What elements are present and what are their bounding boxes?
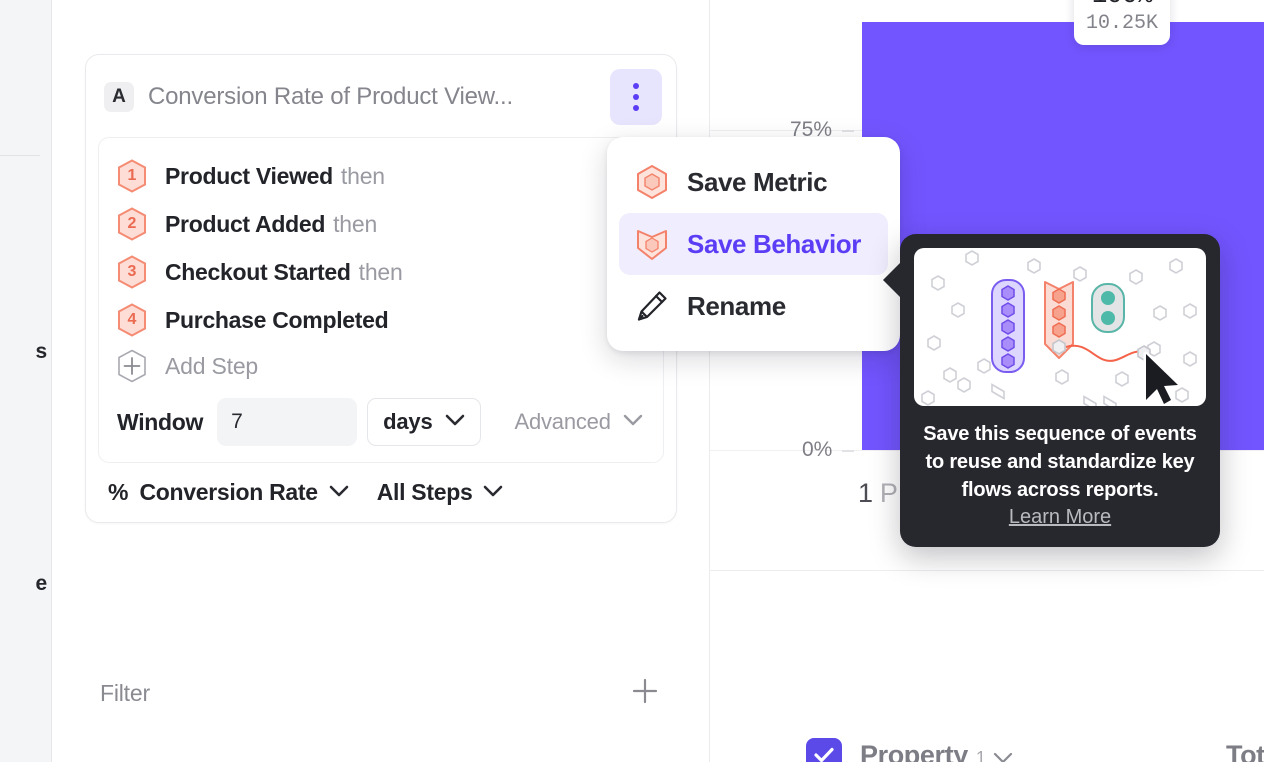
- step-number-label: 4: [127, 311, 137, 328]
- window-value-input[interactable]: [217, 398, 358, 446]
- advanced-label: Advanced: [514, 409, 611, 434]
- sidebar-text-fragment-bottom: e: [35, 572, 48, 595]
- metric-card: A Conversion Rate of Product View... 1: [85, 54, 677, 523]
- cursor-icon: [1143, 351, 1181, 406]
- chevron-down-icon: [445, 413, 465, 431]
- funnel-step-row[interactable]: 2 Product Added then: [99, 200, 663, 248]
- shield-behavior-icon: [635, 227, 669, 261]
- step-number-label: 3: [127, 263, 137, 280]
- add-step-label: Add Step: [165, 352, 259, 379]
- legend-label-group[interactable]: Property 1: [860, 740, 1013, 762]
- more-vertical-icon-dot: [633, 94, 639, 100]
- menu-item-rename[interactable]: Rename: [619, 275, 888, 337]
- window-unit-select[interactable]: days: [367, 398, 481, 446]
- menu-item-label: Rename: [687, 290, 786, 321]
- check-icon: [814, 747, 834, 762]
- chevron-down-icon[interactable]: [329, 484, 349, 502]
- step-connector: then: [333, 210, 378, 237]
- percent-icon: %: [108, 479, 129, 505]
- chevron-down-icon[interactable]: [993, 740, 1013, 762]
- step-number-hexagon-icon: 2: [117, 207, 147, 241]
- add-step-button[interactable]: Add Step: [99, 344, 663, 388]
- measure-scope-label[interactable]: All Steps: [376, 479, 473, 505]
- step-event-name: Purchase Completed: [165, 306, 389, 333]
- pencil-icon: [635, 289, 669, 323]
- metric-title[interactable]: Conversion Rate of Product View...: [148, 83, 513, 110]
- filter-label: Filter: [100, 680, 150, 706]
- plus-hexagon-icon: [117, 349, 147, 383]
- bar-value-count: 10.25K: [1085, 12, 1158, 35]
- x-axis-category-label: 1 P: [858, 478, 898, 509]
- sidebar-text-fragment-top: s: [35, 340, 48, 363]
- step-number-hexagon-icon: 3: [117, 255, 147, 289]
- plus-icon[interactable]: [630, 676, 660, 711]
- menu-item-label: Save Metric: [687, 166, 828, 197]
- window-control-row: Window days Advanced: [99, 388, 663, 452]
- advanced-options-toggle[interactable]: Advanced: [515, 409, 643, 435]
- funnel-step-row[interactable]: 1 Product Viewed then: [99, 152, 663, 200]
- window-label: Window: [117, 408, 204, 435]
- step-connector: then: [358, 258, 403, 285]
- chevron-down-icon[interactable]: [483, 484, 503, 502]
- query-builder-panel: A Conversion Rate of Product View... 1: [52, 0, 710, 762]
- bar-value-tooltip: 100% 10.25K: [1074, 0, 1170, 45]
- y-axis-tick-0: 0%: [802, 438, 833, 461]
- behavior-sequence-illustration: [914, 248, 1206, 406]
- x-axis-category-name: P: [879, 478, 898, 508]
- step-text: Purchase Completed: [165, 307, 396, 334]
- funnel-step-row[interactable]: 3 Checkout Started then: [99, 248, 663, 296]
- y-axis-tick-mark: [842, 130, 854, 132]
- hexagon-metric-icon: [635, 164, 669, 200]
- step-number-label: 2: [127, 215, 137, 232]
- more-vertical-icon-dot: [633, 105, 639, 111]
- window-unit-label: days: [383, 409, 433, 434]
- step-number-hexagon-icon: 1: [117, 159, 147, 193]
- step-number-hexagon-icon: 4: [117, 303, 147, 337]
- x-axis-category-index: 1: [858, 478, 873, 508]
- bar-value-percent: 100%: [1074, 0, 1170, 10]
- legend-label: Property: [860, 739, 968, 762]
- metric-options-button[interactable]: [610, 69, 662, 125]
- legend-superscript: 1: [975, 747, 986, 762]
- metric-context-menu: Save Metric Save Behavior Rename: [607, 137, 900, 351]
- step-event-name: Product Viewed: [165, 162, 333, 189]
- legend-right-label: Tot: [1226, 740, 1264, 762]
- save-behavior-tooltip: Save this sequence of events to reuse an…: [883, 234, 1220, 547]
- sidebar-divider: [0, 155, 40, 156]
- legend-checkbox[interactable]: [806, 738, 842, 762]
- funnel-step-row[interactable]: 4 Purchase Completed: [99, 296, 663, 344]
- step-text: Product Viewed then: [165, 163, 385, 190]
- measure-control-row: % Conversion Rate All Steps: [86, 463, 676, 512]
- more-vertical-icon-dot: [633, 83, 639, 89]
- funnel-steps-container: 1 Product Viewed then 2 Product Added th: [98, 137, 664, 463]
- filter-section: Filter: [100, 676, 660, 711]
- step-event-name: Checkout Started: [165, 258, 351, 285]
- menu-item-label: Save Behavior: [687, 228, 862, 259]
- metric-card-header: A Conversion Rate of Product View...: [86, 55, 676, 137]
- chart-bottom-divider: [710, 570, 1264, 571]
- measure-metric-label[interactable]: Conversion Rate: [139, 479, 318, 505]
- tooltip-body-text: Save this sequence of events to reuse an…: [923, 423, 1197, 501]
- metric-letter-badge: A: [104, 82, 134, 112]
- chevron-down-icon: [623, 413, 643, 431]
- step-number-label: 1: [127, 167, 137, 184]
- tooltip-learn-more-link[interactable]: Learn More: [1008, 506, 1112, 528]
- left-sidebar-rail: s e: [0, 0, 52, 762]
- menu-item-save-behavior[interactable]: Save Behavior: [619, 213, 888, 275]
- chart-legend: Property 1: [806, 738, 1013, 762]
- menu-item-save-metric[interactable]: Save Metric: [619, 151, 888, 213]
- step-connector: then: [340, 162, 385, 189]
- step-text: Checkout Started then: [165, 259, 403, 286]
- y-axis-tick-mark: [842, 450, 854, 452]
- y-axis-tick-75: 75%: [790, 118, 833, 141]
- step-text: Product Added then: [165, 211, 377, 238]
- step-event-name: Product Added: [165, 210, 326, 237]
